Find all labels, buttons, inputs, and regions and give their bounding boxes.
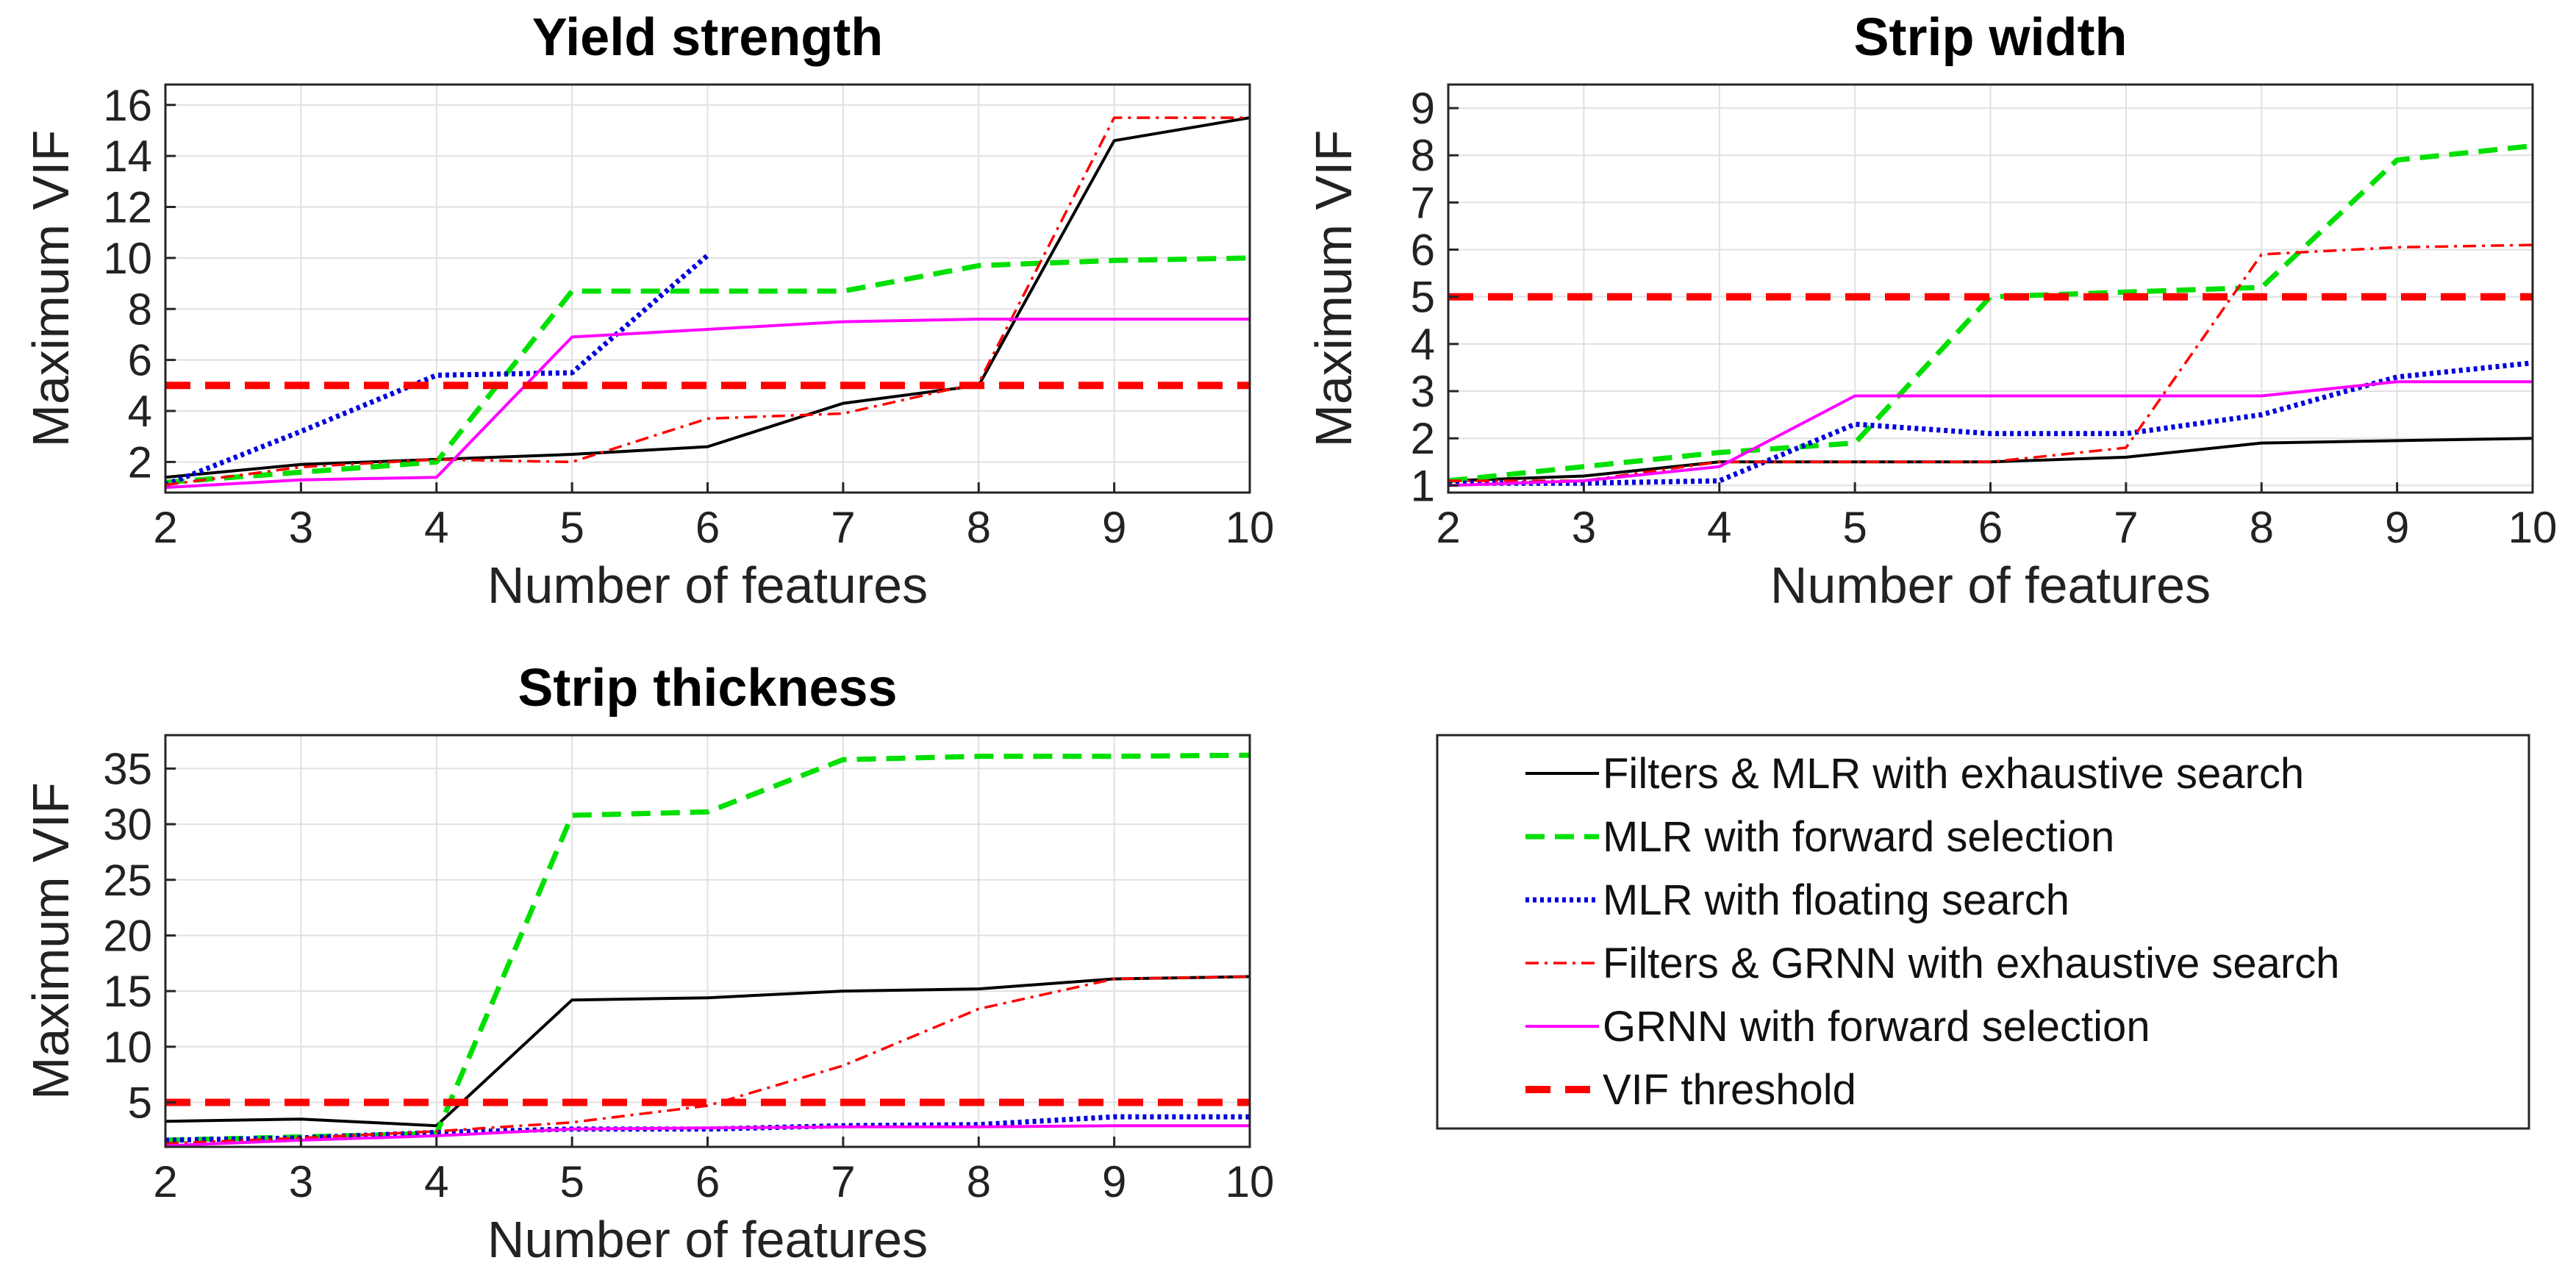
y-axis-label: Maximum VIF [1305,130,1362,448]
x-tick-label: 6 [695,503,720,552]
x-tick-label: 4 [424,1157,448,1206]
y-tick-label: 5 [128,1078,152,1127]
x-axis-label: Number of features [487,1211,928,1268]
legend-item: Filters & GRNN with exhaustive search [1525,940,2339,987]
y-tick-label: 30 [103,800,152,849]
y-tick-label: 10 [103,234,152,283]
x-tick-label: 3 [289,503,313,552]
legend-label: Filters & MLR with exhaustive search [1603,750,2304,798]
series-line [1448,380,2533,487]
x-tick-label: 4 [424,503,448,552]
chart-thickness: 2 3 4 5 6 7 8 9 10 5 10 15 20 25 30 35 Strip thickness Nu… [22,659,1274,1268]
x-tick-label: 6 [695,1157,720,1206]
y-tick-label: 6 [128,336,152,385]
chart-title: Strip width [1854,8,2128,67]
y-tick-label: 3 [1411,367,1435,416]
x-tick-label: 2 [153,1157,177,1206]
x-tick-label: 9 [2385,503,2409,552]
y-tick-label: 1 [1411,461,1435,510]
legend-item: MLR with forward selection [1525,813,2114,861]
legend: Filters & MLR with exhaustive search MLR … [1436,734,2530,1130]
x-tick-label: 5 [559,503,584,552]
chart-title: Strip thickness [518,659,897,718]
x-tick-label: 3 [289,1157,313,1206]
y-tick-label: 20 [103,911,152,960]
y-tick-label: 2 [1411,414,1435,463]
legend-item: GRNN with forward selection [1525,1003,2150,1051]
series-line [165,975,1251,1128]
x-tick-label: 8 [967,1157,991,1206]
y-tick-label: 4 [1411,320,1435,369]
y-tick-label: 2 [128,437,152,487]
series-line [165,255,1251,485]
y-tick-label: 9 [1411,84,1435,133]
x-tick-label: 9 [1102,1157,1126,1206]
x-tick-label: 5 [559,1157,584,1206]
y-tick-label: 8 [128,285,152,334]
x-tick-label: 2 [1436,503,1460,552]
y-tick-label: 25 [103,856,152,905]
x-tick-label: 4 [1707,503,1731,552]
x-axis-label: Number of features [487,557,928,614]
x-axis-label: Number of features [1770,557,2211,614]
x-tick-label: 7 [2114,503,2138,552]
legend-label: MLR with forward selection [1603,813,2114,861]
y-tick-label: 14 [103,132,152,181]
series-line [165,1124,1250,1148]
series-line [165,752,1251,1143]
series-line [165,116,1250,487]
x-tick-label: 5 [1842,503,1867,552]
x-tick-label: 10 [2508,503,2558,552]
x-tick-label: 10 [1226,1157,1275,1206]
y-tick-label: 15 [103,967,152,1016]
series-line [1448,143,2533,484]
y-tick-label: 16 [103,81,152,130]
series-line [165,975,1251,1145]
y-tick-label: 6 [1411,226,1435,275]
legend-box [1436,734,2530,1130]
y-tick-label: 8 [1411,131,1435,180]
y-tick-label: 7 [1411,178,1435,227]
y-tick-label: 5 [1411,273,1435,322]
x-tick-label: 9 [1102,503,1126,552]
legend-label: GRNN with forward selection [1603,1003,2150,1051]
y-axis-label: Maximum VIF [22,130,79,448]
series-line [1448,243,2533,482]
legend-item: Filters & MLR with exhaustive search [1525,750,2304,798]
y-tick-label: 10 [103,1023,152,1072]
legend-label: MLR with floating search [1603,876,2069,924]
series-line [165,116,1251,479]
x-tick-label: 8 [967,503,991,552]
x-tick-label: 2 [153,503,177,552]
x-tick-label: 3 [1572,503,1596,552]
series-line [1448,360,2533,486]
x-tick-label: 10 [1226,503,1275,552]
legend-label: Filters & GRNN with exhaustive search [1603,940,2339,987]
legend-item: VIF threshold [1525,1066,1856,1114]
x-tick-label: 6 [1978,503,2003,552]
x-tick-label: 7 [831,1157,855,1206]
y-tick-label: 4 [128,387,152,436]
legend-item: MLR with floating search [1525,876,2069,924]
x-tick-label: 7 [831,503,855,552]
series-line [165,318,1250,490]
y-tick-label: 12 [103,183,152,232]
x-tick-label: 8 [2250,503,2274,552]
legend-label: VIF threshold [1603,1066,1856,1114]
chart-title: Yield strength [532,8,883,67]
y-axis-label: Maximum VIF [22,782,79,1100]
y-tick-label: 35 [103,744,152,793]
